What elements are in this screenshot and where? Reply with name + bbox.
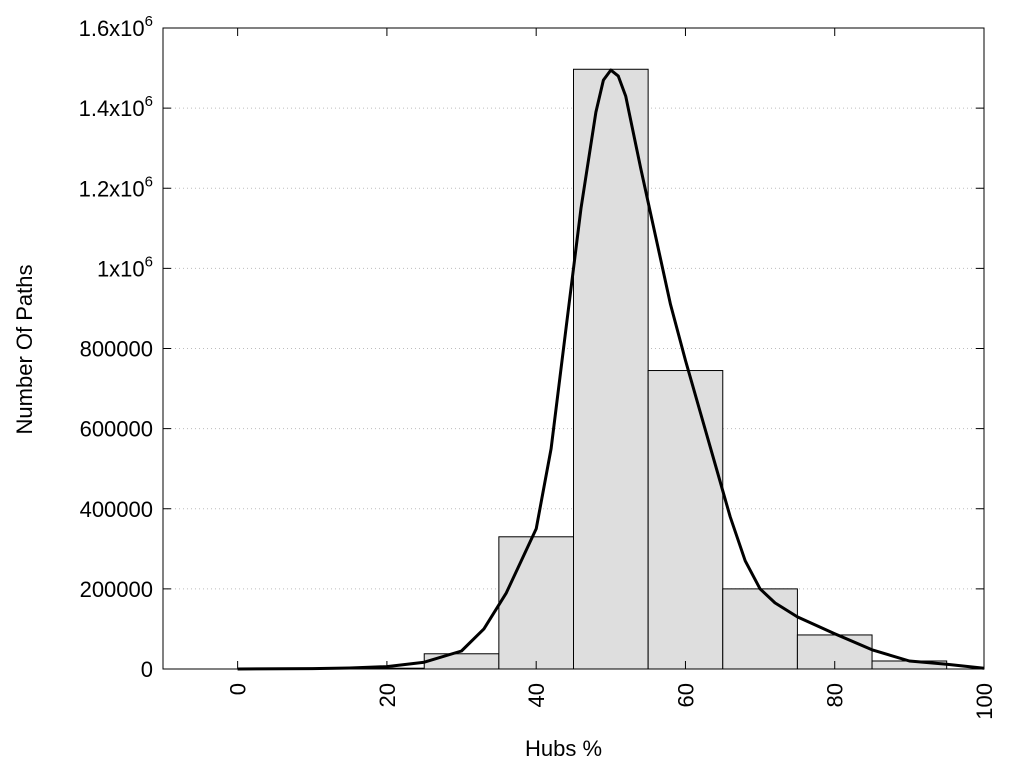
- fit-curve: [237, 68, 985, 671]
- x-tick-label: 20: [375, 683, 400, 707]
- histogram-bar: [722, 588, 798, 670]
- y-axis-label: Number Of Paths: [12, 265, 37, 435]
- y-tick-labels: 0 200000 400000 600000 800000 1x106 1.2x106 1.4…: [79, 13, 153, 682]
- y-tick-label: 1.4x106: [79, 93, 153, 121]
- x-tick-label: 0: [226, 683, 251, 695]
- y-tick-label: 400000: [80, 497, 153, 522]
- y-tick-label: 0: [141, 657, 153, 682]
- y-tick-label: 600000: [80, 417, 153, 442]
- y-tick-label: 1x106: [97, 253, 153, 281]
- x-tick-label: 60: [673, 683, 698, 707]
- histogram-bar: [647, 370, 724, 670]
- x-tick-label: 100: [972, 683, 997, 720]
- histogram-bar: [423, 653, 500, 670]
- x-tick-labels: 0 20 40 60 80 100: [226, 683, 997, 720]
- histogram-bars: [349, 68, 948, 670]
- histogram-bar: [573, 68, 649, 670]
- x-tick-label: 40: [524, 683, 549, 707]
- y-tick-label: 800000: [80, 337, 153, 362]
- axis-ticks: [163, 27, 985, 670]
- y-tick-label: 200000: [80, 577, 153, 602]
- y-tick-label: 1.6x106: [79, 13, 153, 41]
- fit-curve-layer: [237, 68, 985, 671]
- x-tick-label: 80: [823, 683, 848, 707]
- y-tick-label: 1.2x106: [79, 173, 153, 201]
- gridlines: [163, 107, 984, 590]
- x-axis-label: Hubs %: [525, 736, 602, 761]
- histogram-bar: [498, 536, 575, 670]
